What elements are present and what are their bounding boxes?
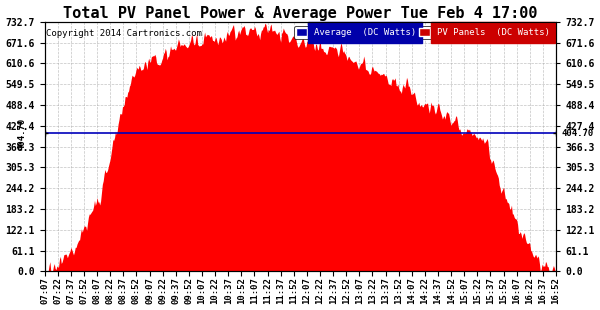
- Title: Total PV Panel Power & Average Power Tue Feb 4 17:00: Total PV Panel Power & Average Power Tue…: [63, 6, 538, 20]
- Legend: Average  (DC Watts), PV Panels  (DC Watts): Average (DC Watts), PV Panels (DC Watts): [294, 26, 551, 39]
- Text: Copyright 2014 Cartronics.com: Copyright 2014 Cartronics.com: [46, 29, 202, 38]
- Text: 404.70: 404.70: [17, 117, 26, 150]
- Text: 404.70: 404.70: [561, 129, 593, 138]
